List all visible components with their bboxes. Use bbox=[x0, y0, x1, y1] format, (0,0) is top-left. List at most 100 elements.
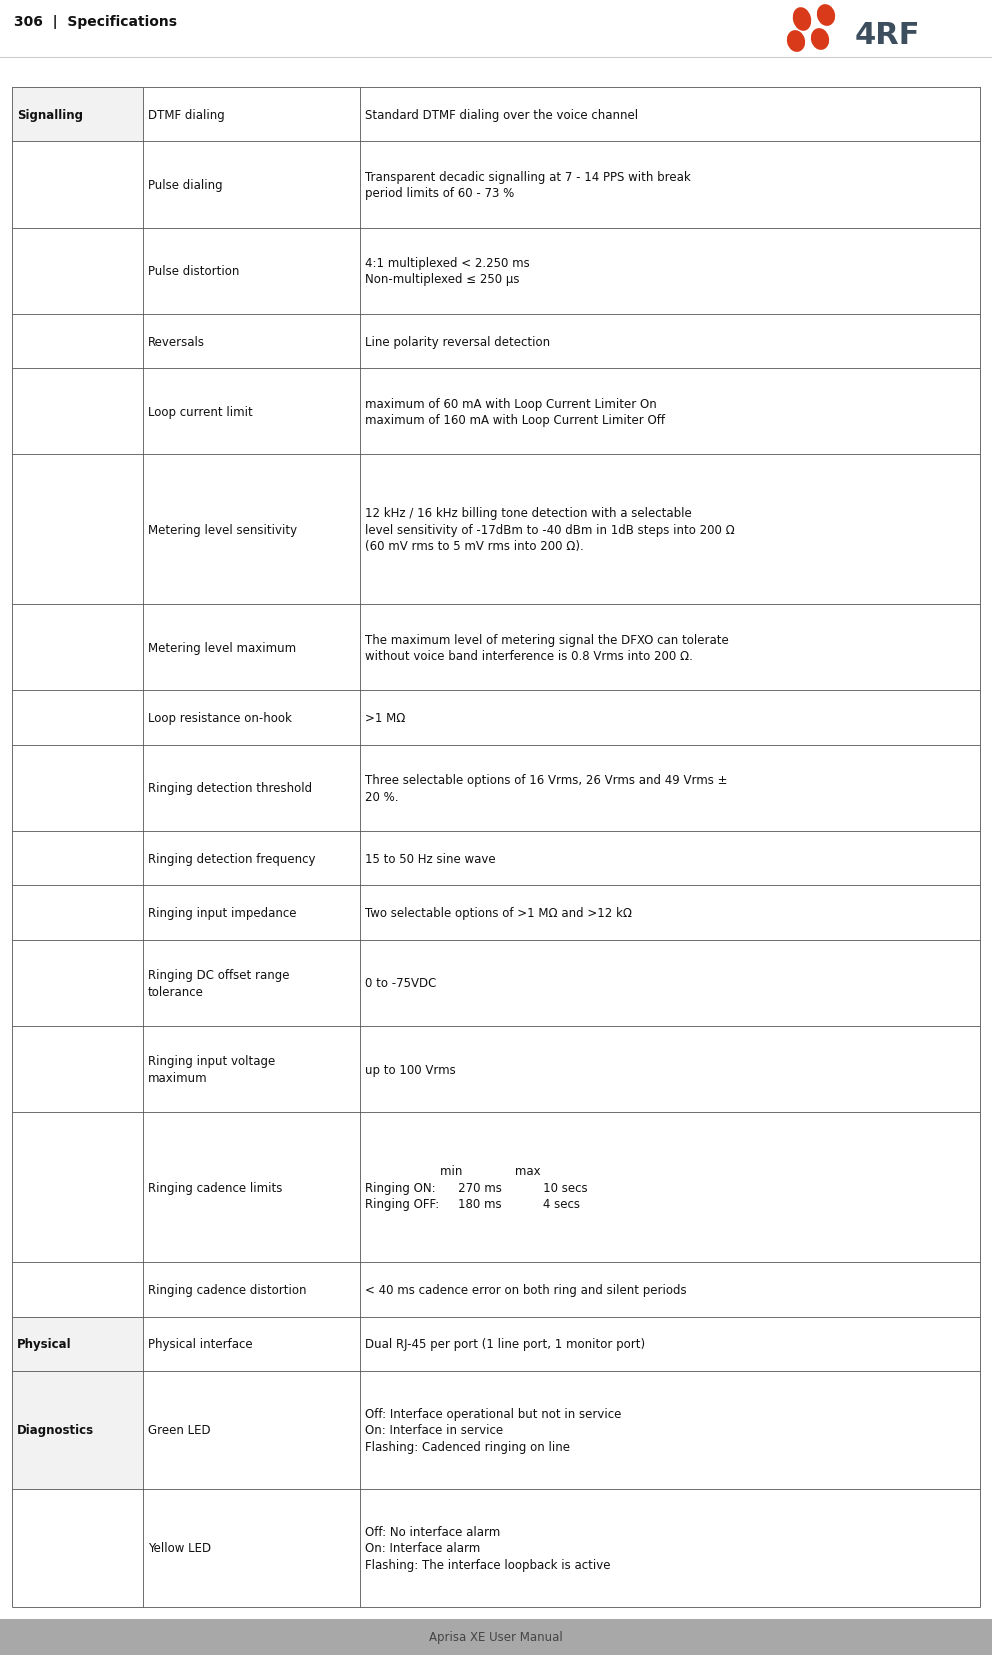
Text: DTMF dialing: DTMF dialing bbox=[148, 109, 224, 121]
Bar bbox=[143, 745, 360, 831]
Bar bbox=[143, 831, 360, 885]
Text: 15 to 50 Hz sine wave: 15 to 50 Hz sine wave bbox=[365, 852, 496, 866]
Text: Line polarity reversal detection: Line polarity reversal detection bbox=[365, 336, 551, 348]
Bar bbox=[12, 885, 143, 940]
Bar bbox=[0, 1619, 992, 1655]
Text: Ringing detection threshold: Ringing detection threshold bbox=[148, 783, 311, 794]
Bar bbox=[143, 314, 360, 369]
Text: Ringing cadence limits: Ringing cadence limits bbox=[148, 1182, 282, 1193]
Text: Ringing cadence distortion: Ringing cadence distortion bbox=[148, 1283, 307, 1296]
Bar bbox=[12, 142, 143, 228]
Text: Pulse distortion: Pulse distortion bbox=[148, 265, 239, 278]
Bar bbox=[360, 745, 980, 831]
Text: 306  |  Specifications: 306 | Specifications bbox=[14, 15, 177, 30]
Bar bbox=[12, 88, 143, 142]
Text: Diagnostics: Diagnostics bbox=[17, 1423, 94, 1437]
Text: maximum of 60 mA with Loop Current Limiter On
maximum of 160 mA with Loop Curren: maximum of 60 mA with Loop Current Limit… bbox=[365, 397, 666, 427]
Bar bbox=[12, 1370, 143, 1490]
Bar bbox=[12, 314, 143, 369]
Bar bbox=[143, 228, 360, 314]
Text: Standard DTMF dialing over the voice channel: Standard DTMF dialing over the voice cha… bbox=[365, 109, 639, 121]
Text: Off: No interface alarm
On: Interface alarm
Flashing: The interface loopback is : Off: No interface alarm On: Interface al… bbox=[365, 1524, 611, 1571]
Bar bbox=[360, 88, 980, 142]
Text: Off: Interface operational but not in service
On: Interface in service
Flashing:: Off: Interface operational but not in se… bbox=[365, 1407, 622, 1453]
Bar bbox=[12, 1026, 143, 1112]
Text: Physical interface: Physical interface bbox=[148, 1337, 252, 1350]
Bar bbox=[143, 885, 360, 940]
Bar bbox=[143, 692, 360, 745]
Text: Metering level sensitivity: Metering level sensitivity bbox=[148, 523, 297, 536]
Bar bbox=[360, 455, 980, 606]
Bar bbox=[360, 692, 980, 745]
Text: Green LED: Green LED bbox=[148, 1423, 210, 1437]
Bar bbox=[360, 1370, 980, 1490]
Bar bbox=[143, 88, 360, 142]
Bar bbox=[143, 1026, 360, 1112]
Text: Signalling: Signalling bbox=[17, 109, 83, 121]
Text: Loop current limit: Loop current limit bbox=[148, 405, 252, 419]
Text: Dual RJ-45 per port (1 line port, 1 monitor port): Dual RJ-45 per port (1 line port, 1 moni… bbox=[365, 1337, 646, 1350]
Text: Reversals: Reversals bbox=[148, 336, 204, 348]
Text: Ringing DC offset range
tolerance: Ringing DC offset range tolerance bbox=[148, 968, 290, 998]
Bar bbox=[360, 606, 980, 692]
Bar bbox=[360, 1026, 980, 1112]
Text: < 40 ms cadence error on both ring and silent periods: < 40 ms cadence error on both ring and s… bbox=[365, 1283, 687, 1296]
Text: min              max
Ringing ON:      270 ms           10 secs
Ringing OFF:     : min max Ringing ON: 270 ms 10 secs Ringi… bbox=[365, 1165, 588, 1210]
Text: Pulse dialing: Pulse dialing bbox=[148, 179, 222, 192]
Text: Ringing detection frequency: Ringing detection frequency bbox=[148, 852, 315, 866]
Bar bbox=[12, 692, 143, 745]
Text: Aprisa XE User Manual: Aprisa XE User Manual bbox=[430, 1630, 562, 1643]
Ellipse shape bbox=[816, 5, 835, 26]
Text: Three selectable options of 16 Vrms, 26 Vrms and 49 Vrms ±
20 %.: Three selectable options of 16 Vrms, 26 … bbox=[365, 775, 728, 803]
Bar bbox=[12, 940, 143, 1026]
Bar bbox=[360, 228, 980, 314]
Ellipse shape bbox=[793, 8, 811, 31]
Text: 0 to -75VDC: 0 to -75VDC bbox=[365, 976, 436, 990]
Text: up to 100 Vrms: up to 100 Vrms bbox=[365, 1063, 456, 1076]
Bar bbox=[143, 455, 360, 606]
Bar bbox=[12, 1263, 143, 1317]
Bar bbox=[360, 885, 980, 940]
Bar bbox=[12, 1490, 143, 1607]
Ellipse shape bbox=[810, 30, 829, 51]
Bar bbox=[143, 142, 360, 228]
Text: >1 MΩ: >1 MΩ bbox=[365, 712, 406, 725]
Text: Transparent decadic signalling at 7 - 14 PPS with break
period limits of 60 - 73: Transparent decadic signalling at 7 - 14… bbox=[365, 170, 691, 200]
Bar bbox=[12, 831, 143, 885]
Text: Metering level maximum: Metering level maximum bbox=[148, 642, 296, 654]
Text: 4:1 multiplexed < 2.250 ms
Non-multiplexed ≤ 250 µs: 4:1 multiplexed < 2.250 ms Non-multiplex… bbox=[365, 257, 531, 286]
Ellipse shape bbox=[787, 31, 806, 53]
Bar bbox=[143, 1317, 360, 1370]
Bar bbox=[360, 1263, 980, 1317]
Bar bbox=[12, 455, 143, 606]
Bar bbox=[360, 831, 980, 885]
Bar bbox=[360, 940, 980, 1026]
Bar bbox=[143, 1490, 360, 1607]
Bar bbox=[12, 369, 143, 455]
Bar bbox=[12, 745, 143, 831]
Bar bbox=[12, 606, 143, 692]
Bar bbox=[143, 1370, 360, 1490]
Text: Yellow LED: Yellow LED bbox=[148, 1541, 211, 1554]
Bar bbox=[143, 1263, 360, 1317]
Bar bbox=[360, 142, 980, 228]
Text: The maximum level of metering signal the DFXO can tolerate
without voice band in: The maximum level of metering signal the… bbox=[365, 634, 729, 662]
Text: Ringing input voltage
maximum: Ringing input voltage maximum bbox=[148, 1054, 275, 1084]
Bar bbox=[360, 1112, 980, 1263]
Bar bbox=[12, 1317, 143, 1370]
Bar bbox=[360, 314, 980, 369]
Text: 12 kHz / 16 kHz billing tone detection with a selectable
level sensitivity of -1: 12 kHz / 16 kHz billing tone detection w… bbox=[365, 506, 735, 553]
Text: Two selectable options of >1 MΩ and >12 kΩ: Two selectable options of >1 MΩ and >12 … bbox=[365, 907, 633, 920]
Bar bbox=[12, 1112, 143, 1263]
Text: 4RF: 4RF bbox=[855, 22, 921, 50]
Text: Loop resistance on-hook: Loop resistance on-hook bbox=[148, 712, 292, 725]
Bar bbox=[360, 369, 980, 455]
Bar bbox=[360, 1317, 980, 1370]
Bar bbox=[12, 228, 143, 314]
Bar bbox=[143, 940, 360, 1026]
Text: Physical: Physical bbox=[17, 1337, 71, 1350]
Bar bbox=[143, 1112, 360, 1263]
Bar bbox=[143, 369, 360, 455]
Text: Ringing input impedance: Ringing input impedance bbox=[148, 907, 297, 920]
Bar bbox=[360, 1490, 980, 1607]
